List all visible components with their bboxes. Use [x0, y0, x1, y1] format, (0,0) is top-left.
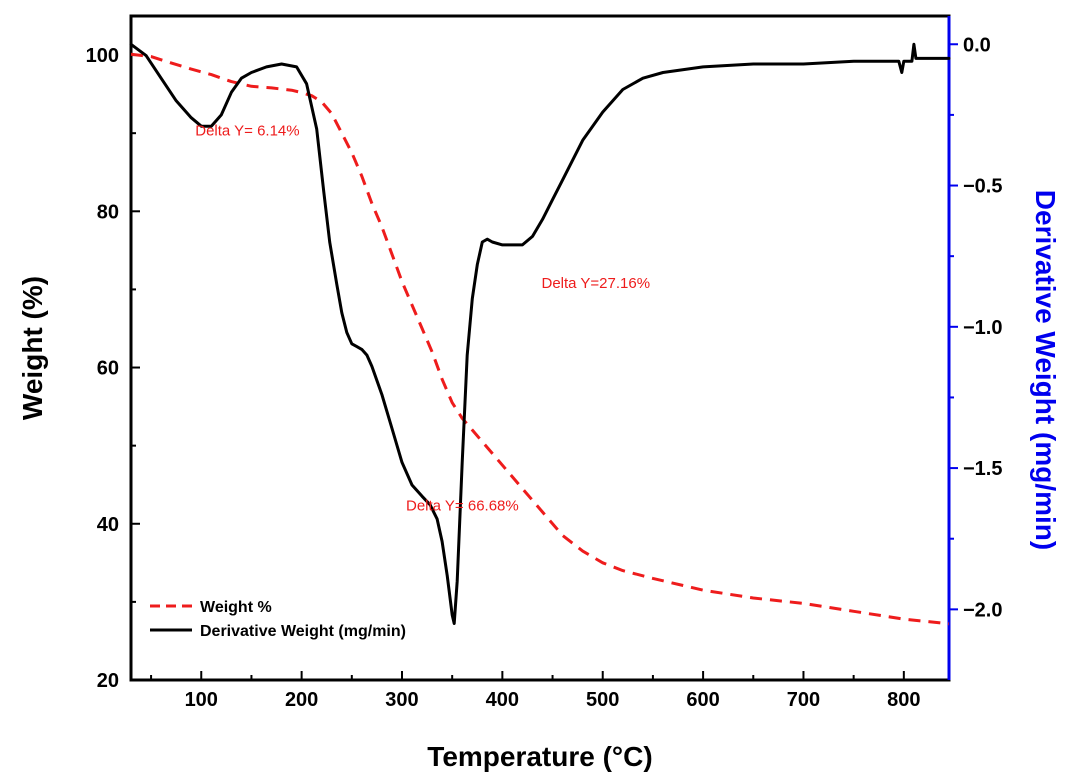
derivative-weight-series-line	[129, 42, 951, 625]
left-y-axis-ticks: 20 40 60 80 100	[86, 45, 140, 692]
legend: Weight % Derivative Weight (mg/min)	[150, 599, 406, 640]
x-tick-label: 300	[385, 689, 418, 711]
delta-y-annotation: Delta Y= 66.68%	[406, 497, 519, 514]
left-y-axis-title: Weight (%)	[17, 276, 48, 420]
right-y-tick-label: −2.0	[963, 599, 1002, 621]
delta-y-annotation: Delta Y= 6.14%	[195, 123, 299, 140]
right-y-tick-label: −0.5	[963, 176, 1002, 198]
weight-percent-series-line	[130, 52, 950, 626]
delta-y-annotation: Delta Y=27.16%	[542, 275, 651, 292]
x-axis-ticks: 100 200 300 400 500 600 700 800	[150, 671, 921, 711]
right-y-axis-ticks: 0.0 −0.5 −1.0 −1.5 −2.0	[949, 34, 1002, 621]
right-y-tick-label: −1.5	[963, 458, 1002, 480]
x-tick-label: 700	[787, 689, 820, 711]
plot-area: 100 200 300 400 500 600 700 800 20 40 60 80 100 0.0…	[86, 14, 1002, 711]
legend-label-derivative: Derivative Weight (mg/min)	[200, 623, 406, 640]
left-y-tick-label: 100	[86, 45, 119, 67]
left-y-tick-label: 40	[97, 514, 119, 536]
left-y-tick-label: 80	[97, 201, 119, 223]
x-axis-title: Temperature (°C)	[427, 741, 652, 772]
x-tick-label: 800	[887, 689, 920, 711]
x-tick-label: 200	[285, 689, 318, 711]
legend-label-weight: Weight %	[200, 599, 272, 616]
x-tick-label: 400	[486, 689, 519, 711]
plot-frame	[129, 14, 951, 682]
x-tick-label: 100	[185, 689, 218, 711]
right-y-tick-label: −1.0	[963, 317, 1002, 339]
right-y-axis-title: Derivative Weight (mg/min)	[1030, 190, 1061, 550]
series-layer	[129, 42, 951, 626]
right-y-tick-label: 0.0	[963, 34, 991, 56]
x-tick-label: 600	[686, 689, 719, 711]
x-tick-label: 500	[586, 689, 619, 711]
left-y-tick-label: 20	[97, 670, 119, 692]
left-y-tick-label: 60	[97, 358, 119, 380]
annotations: Delta Y= 6.14% Delta Y=27.16% Delta Y= 66.…	[195, 123, 650, 515]
